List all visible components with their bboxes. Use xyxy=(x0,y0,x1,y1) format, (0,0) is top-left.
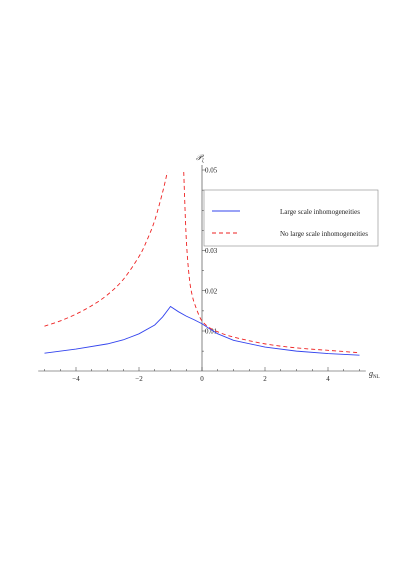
x-axis-label: gNL xyxy=(369,369,380,380)
series-line-large-scale xyxy=(44,305,360,356)
x-tick-label: 4 xyxy=(326,375,330,383)
y-axis-label: 𝒫ζ xyxy=(196,153,205,164)
y-tick-label: 0.02 xyxy=(205,287,218,295)
y-tick-label: 0.05 xyxy=(205,167,218,175)
y-tick-label: 0.01 xyxy=(205,328,218,336)
series-line-no-large-scale-0 xyxy=(44,171,168,327)
x-tick-label: −4 xyxy=(72,375,80,383)
legend-label-large-scale: Large scale inhomogeneities xyxy=(280,208,360,216)
legend-label-no-large-scale: No large scale inhomogeneities xyxy=(280,230,368,238)
y-tick-label: 0.03 xyxy=(205,247,218,255)
x-tick-label: −2 xyxy=(135,375,143,383)
x-tick-label: 0 xyxy=(200,375,204,383)
legend: Large scale inhomogeneities No large sca… xyxy=(203,189,379,247)
series-line-no-large-scale-1 xyxy=(183,171,360,354)
x-tick-label: 2 xyxy=(263,375,267,383)
legend-box xyxy=(203,189,379,247)
